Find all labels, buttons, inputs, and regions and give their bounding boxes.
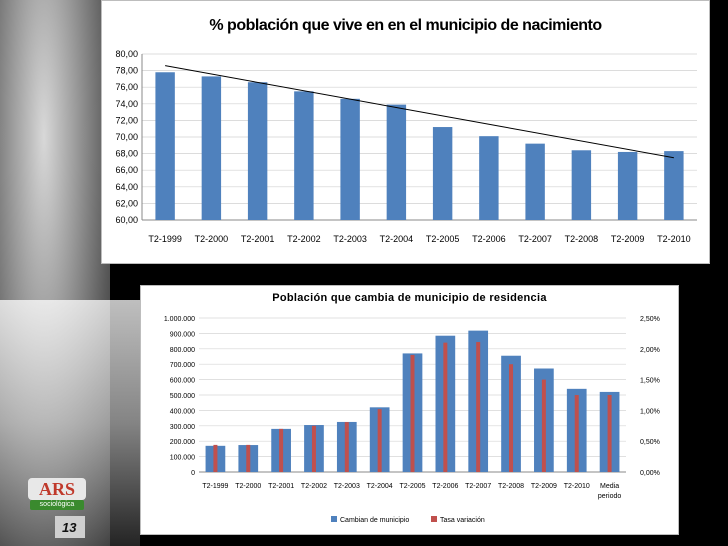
chart2-bar-tasa bbox=[344, 422, 349, 472]
chart2-ytick-left-label: 800.000 bbox=[170, 347, 195, 354]
chart2-bar-tasa bbox=[476, 342, 481, 472]
chart2-xtick-label: T2-1999 bbox=[202, 483, 228, 490]
chart2-bar-tasa bbox=[279, 428, 284, 472]
chart2-bar-tasa bbox=[541, 379, 546, 472]
chart2-bar-tasa bbox=[246, 444, 251, 472]
chart1-xtick-label: T2-2009 bbox=[611, 234, 645, 244]
chart1-bar bbox=[247, 82, 268, 220]
chart2-ytick-left-label: 200.000 bbox=[170, 439, 195, 446]
chart2-bar-tasa bbox=[410, 354, 415, 472]
chart2-ytick-left-label: 500.000 bbox=[170, 393, 195, 400]
chart1-xtick-label: T2-1999 bbox=[148, 234, 182, 244]
chart2-ytick-right-label: 1,50% bbox=[640, 378, 660, 385]
chart2-ytick-left-label: 900.000 bbox=[170, 331, 195, 338]
ars-logo: ARS sociológica bbox=[28, 478, 86, 512]
chart2-ytick-left-label: 400.000 bbox=[170, 408, 195, 415]
chart2-legend-swatch-tasa bbox=[431, 516, 437, 522]
chart1-ytick-label: 80,00 bbox=[115, 49, 138, 59]
chart2-title: Población que cambia de municipio de res… bbox=[272, 292, 547, 304]
chart2-xtick-label: T2-2008 bbox=[498, 483, 524, 490]
chart1-bar bbox=[386, 104, 407, 220]
chart2-xtick-label-line2: periodo bbox=[598, 493, 621, 500]
chart2-ytick-left-label: 100.000 bbox=[170, 455, 195, 462]
chart1-bar bbox=[340, 98, 360, 220]
chart2-ytick-right-label: 1,00% bbox=[640, 408, 660, 415]
chart2-legend-label-cambian: Cambian de municipio bbox=[340, 517, 409, 524]
chart2-bar-tasa bbox=[607, 395, 612, 472]
chart1-ytick-label: 60,00 bbox=[115, 215, 138, 225]
chart1-svg: 60,00 62,00 64,00 66,00 68,00 70,00 72,00 74,00… bbox=[115, 49, 697, 244]
chart1-bar bbox=[201, 76, 222, 220]
slide-number: 13 bbox=[62, 520, 77, 535]
chart1-xtick-label: T2-2007 bbox=[518, 234, 552, 244]
chart1-xtick-label: T2-2001 bbox=[241, 234, 275, 244]
chart1-bar bbox=[571, 150, 592, 220]
chart2-svg: 0 100.000 200.000 300.000 400.000 500.000 600.… bbox=[164, 316, 660, 524]
chart2-bar-tasa bbox=[443, 342, 448, 472]
chart2-ytick-left-label: 1.000.000 bbox=[164, 316, 195, 323]
chart1-ytick-label: 78,00 bbox=[115, 66, 138, 76]
chart2-ytick-right-label: 2,50% bbox=[640, 316, 660, 323]
chart1-ytick-label: 64,00 bbox=[115, 182, 138, 192]
chart2-xtick-label: T2-2001 bbox=[268, 483, 294, 490]
chart1-bar bbox=[617, 151, 638, 220]
chart1-bar bbox=[525, 143, 545, 220]
chart1-xtick-label: T2-2006 bbox=[472, 234, 506, 244]
chart2-ytick-right-label: 2,00% bbox=[640, 347, 660, 354]
chart1-bar bbox=[155, 72, 175, 220]
chart2-xtick-label: T2-2006 bbox=[432, 483, 458, 490]
chart2-legend-label-tasa: Tasa variación bbox=[440, 517, 485, 524]
chart2-ytick-left-label: 600.000 bbox=[170, 378, 195, 385]
chart2-bar-tasa bbox=[213, 444, 218, 472]
chart1-title: % población que vive en en el municipio … bbox=[209, 17, 602, 34]
chart1-ytick-label: 76,00 bbox=[115, 82, 138, 92]
chart1-bar bbox=[294, 91, 314, 220]
logo-text: ARS bbox=[28, 478, 86, 500]
chart2-ytick-left-label: 700.000 bbox=[170, 362, 195, 369]
chart1-ytick-label: 62,00 bbox=[115, 198, 138, 208]
chart2-xtick-label: T2-2005 bbox=[399, 483, 425, 490]
chart1-xtick-label: T2-2000 bbox=[195, 234, 229, 244]
chart-panel-migration: Población que cambia de municipio de res… bbox=[140, 285, 679, 535]
chart2-xtick-label: Media bbox=[600, 483, 619, 490]
chart1-ytick-label: 66,00 bbox=[115, 165, 138, 175]
chart2-xtick-label: T2-2002 bbox=[301, 483, 327, 490]
chart1-ytick-label: 72,00 bbox=[115, 115, 138, 125]
chart1-bar bbox=[664, 151, 684, 220]
chart1-ytick-label: 70,00 bbox=[115, 132, 138, 142]
chart1-xtick-label: T2-2005 bbox=[426, 234, 460, 244]
chart1-xtick-label: T2-2008 bbox=[565, 234, 599, 244]
chart1-trendline bbox=[165, 65, 674, 159]
chart1-xtick-label: T2-2003 bbox=[333, 234, 367, 244]
chart2-bar-tasa bbox=[574, 395, 579, 472]
chart1-bar bbox=[432, 127, 453, 220]
chart1-xtick-label: T2-2010 bbox=[657, 234, 691, 244]
chart1-xtick-label: T2-2004 bbox=[380, 234, 414, 244]
logo-subtext: sociológica bbox=[30, 500, 84, 510]
chart1-ytick-label: 74,00 bbox=[115, 99, 138, 109]
chart2-ytick-right-label: 0,00% bbox=[640, 470, 660, 477]
chart-panel-birthplace: % población que vive en en el municipio … bbox=[101, 0, 710, 264]
chart2-bar-tasa bbox=[311, 425, 316, 472]
chart2-ytick-right-label: 0,50% bbox=[640, 439, 660, 446]
chart2-xtick-label: T2-2000 bbox=[235, 483, 261, 490]
chart1-xtick-label: T2-2002 bbox=[287, 234, 321, 244]
chart2-xtick-label: T2-2003 bbox=[334, 483, 360, 490]
chart1-bar bbox=[479, 136, 499, 220]
chart2-xtick-label: T2-2009 bbox=[531, 483, 557, 490]
chart2-bar-tasa bbox=[377, 409, 382, 472]
chart2-xtick-label: T2-2010 bbox=[564, 483, 590, 490]
chart2-xtick-label: T2-2007 bbox=[465, 483, 491, 490]
chart1-ytick-label: 68,00 bbox=[115, 149, 138, 159]
chart2-legend-swatch-cambian bbox=[331, 516, 337, 522]
chart2-bar-tasa bbox=[509, 364, 514, 472]
chart2-ytick-left-label: 300.000 bbox=[170, 424, 195, 431]
chart2-ytick-left-label: 0 bbox=[191, 470, 195, 477]
slide-number-bg bbox=[55, 516, 85, 538]
chart2-xtick-label: T2-2004 bbox=[367, 483, 393, 490]
